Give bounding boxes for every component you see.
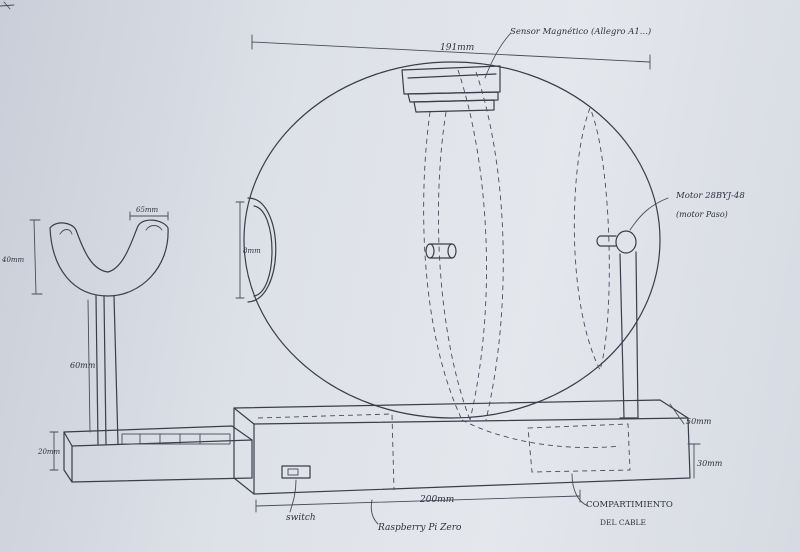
switch: [281, 465, 311, 479]
main-sphere: [243, 61, 661, 419]
right-top-dimension: [669, 403, 685, 425]
switch-label: switch: [286, 513, 316, 523]
board-leader-line: [370, 499, 379, 525]
cup-height-dimension: [29, 219, 43, 295]
sensor-leader-line: [484, 33, 511, 79]
cup-width-dimension: [129, 211, 169, 221]
left-base-height-dimension: [49, 431, 59, 471]
right-support-post: [619, 251, 639, 419]
board-label: Raspberry Pi Zero: [377, 523, 462, 533]
motor-leader-line: [629, 197, 669, 231]
post-height-dimension: [87, 299, 91, 433]
eyepiece: [235, 197, 277, 303]
cup-width-label: 65mm: [136, 206, 159, 214]
right-hidden-arc: [573, 107, 610, 372]
main-base: [233, 399, 691, 495]
top-width-label: 191mm: [440, 43, 474, 53]
base-slot-rack: [121, 433, 231, 445]
left-base: [63, 425, 253, 483]
base-length-dimension: [255, 489, 581, 513]
cable-compartment-box: [527, 423, 631, 473]
right-height-dimension: [687, 443, 701, 479]
motor-label: Motor 28BYJ-48: [675, 191, 745, 201]
corner-mark: [0, 1, 15, 10]
base-length-label: 200mm: [419, 495, 454, 505]
motor-sublabel: (motor Paso): [676, 210, 728, 219]
motor: [596, 230, 637, 254]
compartment-leader-line: [571, 473, 589, 507]
board-hidden-box: [257, 413, 395, 491]
sensor-label: Sensor Magnético (Allegro A1...): [510, 26, 651, 37]
right-top-label: 50mm: [686, 417, 712, 426]
handle-post: [95, 295, 119, 445]
eyepiece-label: 8mm: [243, 247, 261, 255]
compartment-label-1: COMPARTIMIENTO: [586, 500, 673, 510]
left-base-height-label: 20mm: [37, 448, 61, 456]
magnetic-sensor: [401, 65, 501, 113]
top-width-dimension: [251, 34, 651, 70]
post-height-label: 60mm: [70, 361, 96, 370]
center-hub: [425, 243, 457, 259]
internal-ring-hidden: [423, 69, 621, 448]
cup-height-label: 40mm: [1, 256, 25, 264]
handle-cup: [49, 219, 169, 297]
switch-leader-line: [289, 479, 297, 513]
right-height-label: 30mm: [697, 459, 723, 468]
compartment-label-2: DEL CABLE: [600, 518, 646, 527]
